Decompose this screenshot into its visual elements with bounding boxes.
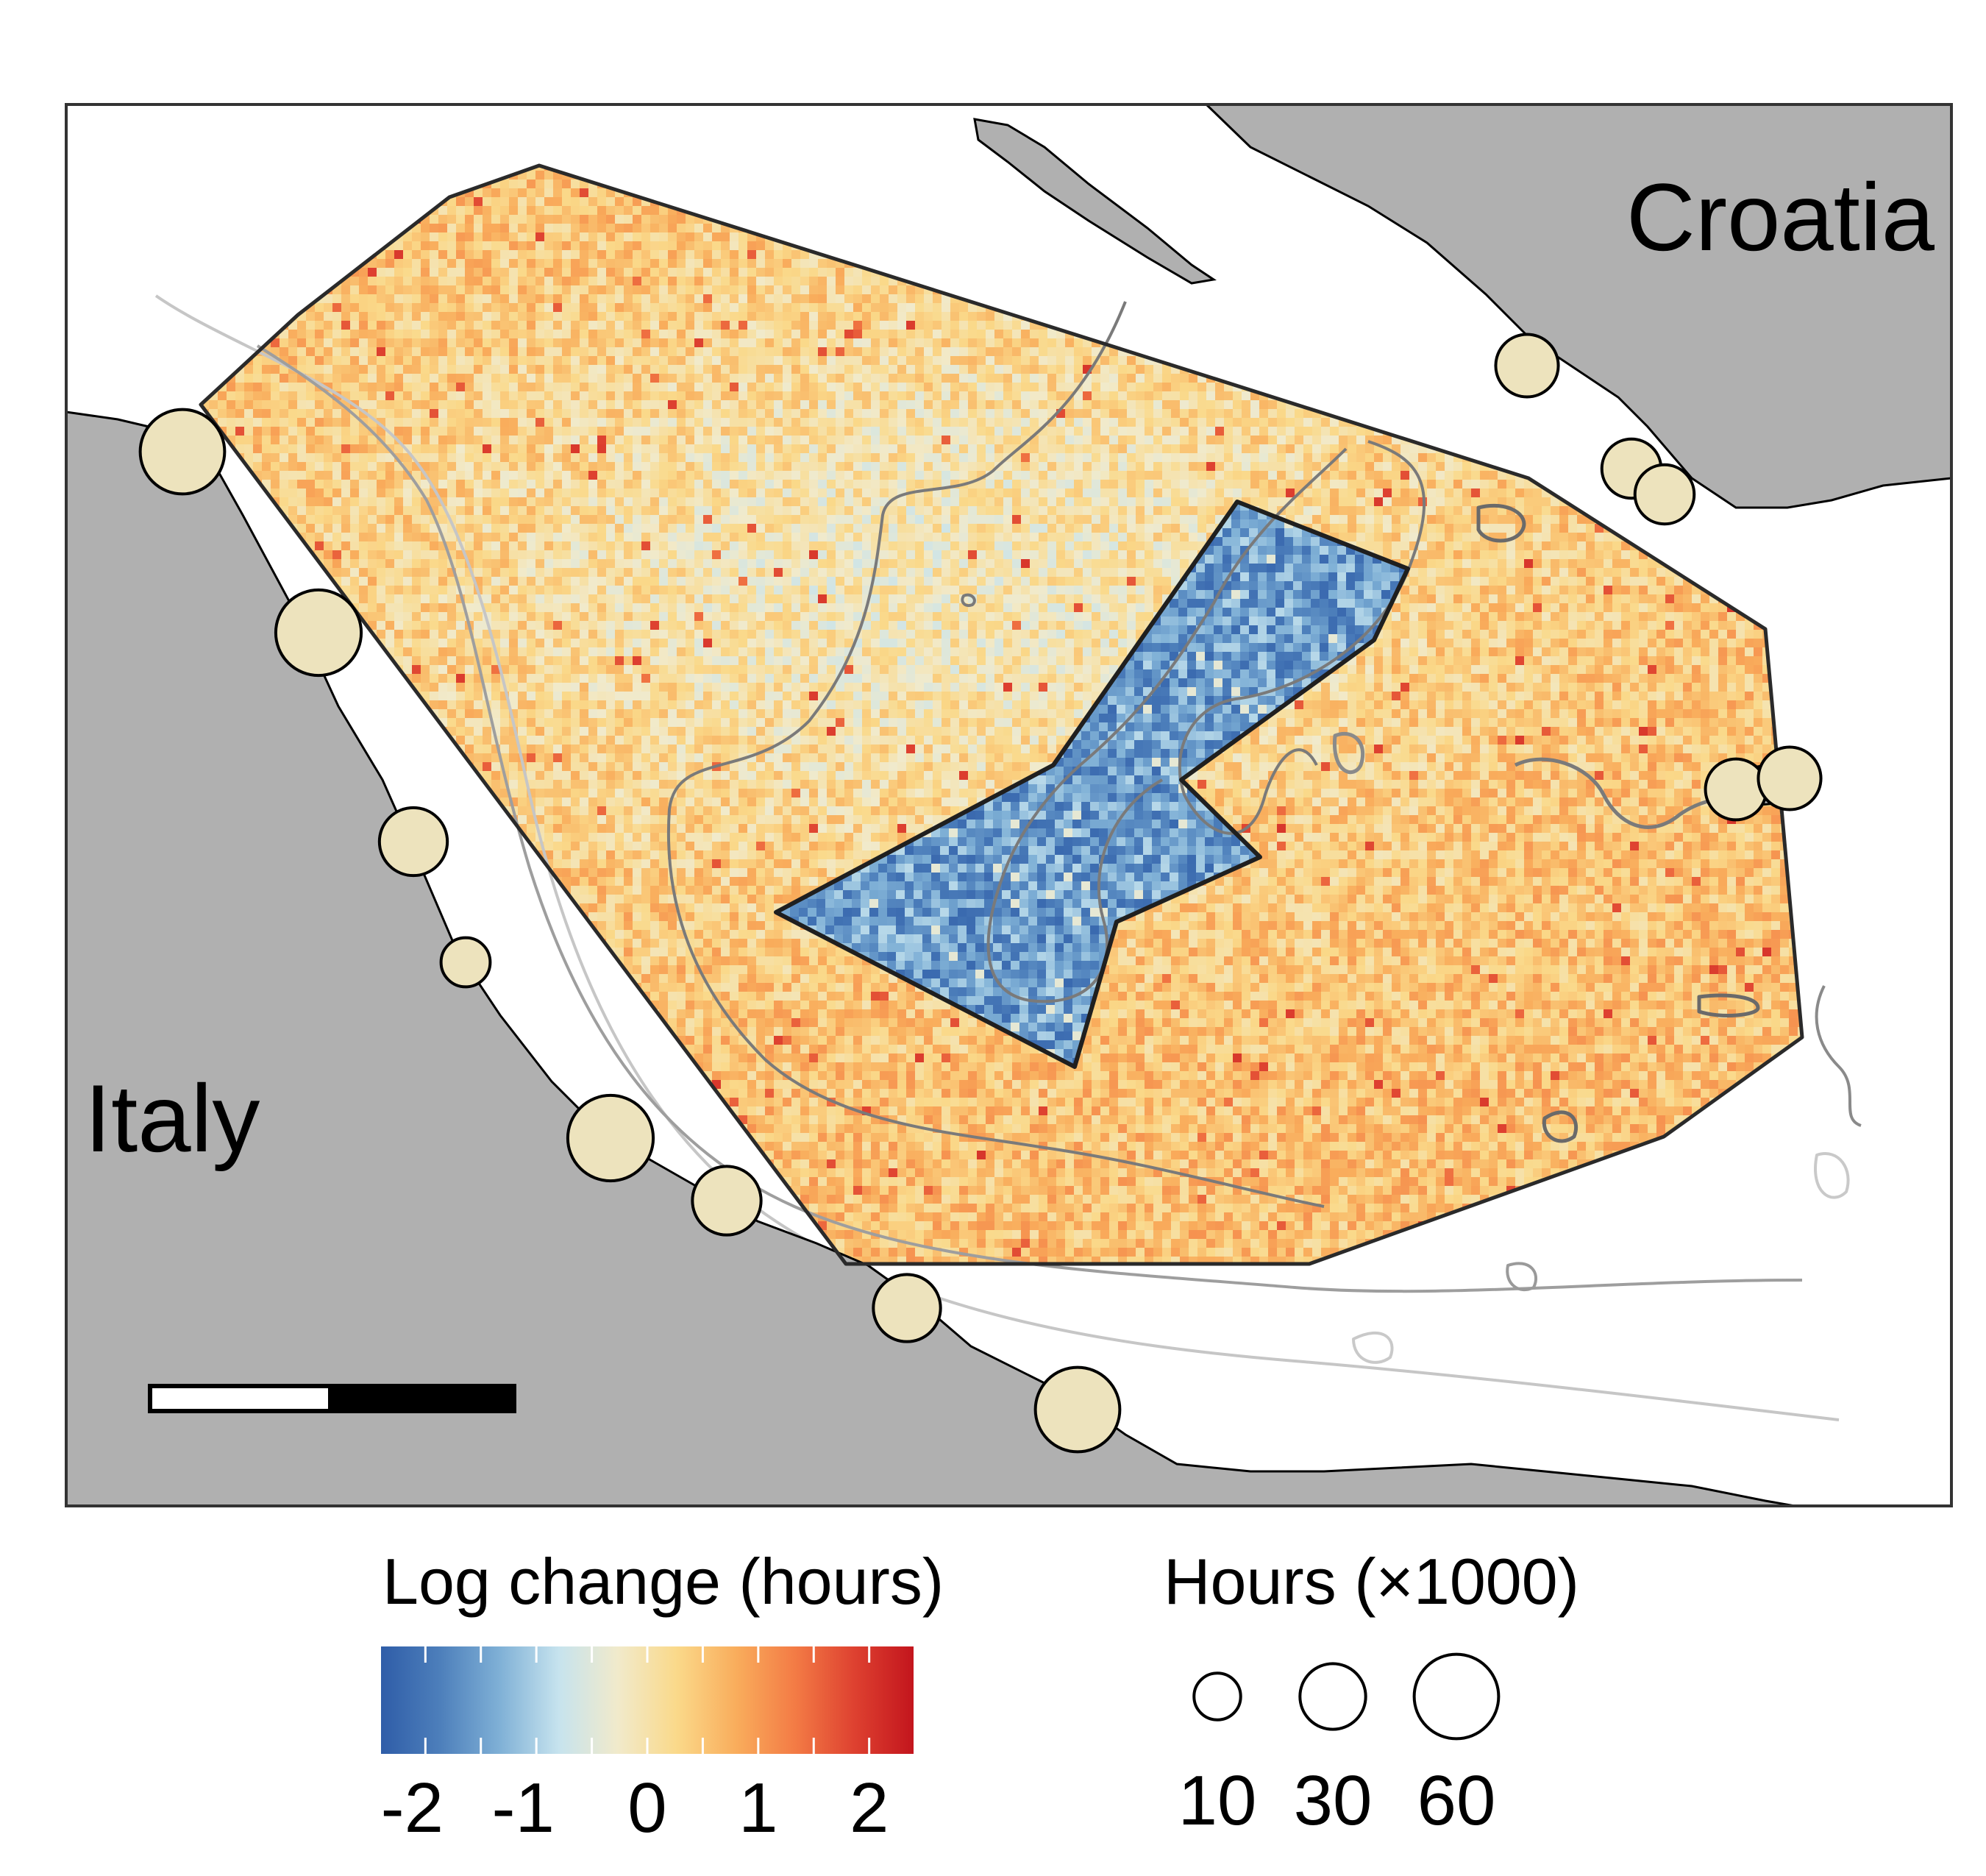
port-south-2 bbox=[691, 1165, 763, 1237]
color-legend-bar bbox=[381, 1646, 914, 1754]
port-north-4 bbox=[1704, 757, 1768, 822]
port-west-4 bbox=[439, 936, 492, 989]
contour-pit-3 bbox=[1697, 993, 1760, 1017]
label-croatia: Croatia bbox=[1626, 163, 1935, 271]
color-legend-tick-label-4: 2 bbox=[850, 1769, 889, 1847]
size-legend-items: 10 30 60 bbox=[1178, 1652, 1501, 1840]
bathymetry-contours bbox=[154, 294, 1862, 1421]
color-legend-tick-label-1: -1 bbox=[491, 1769, 554, 1847]
land-croatia bbox=[1204, 104, 1951, 509]
contour-southeast bbox=[1815, 985, 1862, 1127]
size-legend-title: Hours (×1000) bbox=[1164, 1545, 1579, 1618]
label-italy: Italy bbox=[85, 1065, 260, 1172]
ports-layer bbox=[138, 333, 1823, 1454]
contour-east-pit bbox=[1476, 503, 1526, 543]
port-north-3 bbox=[1633, 463, 1696, 526]
size-legend-circle-0 bbox=[1192, 1671, 1242, 1722]
scale-bar-segment-dark bbox=[328, 1384, 516, 1413]
color-legend: Log change (hours) -2 -1 0 1 2 bbox=[381, 1545, 944, 1847]
size-legend-label-0: 10 bbox=[1178, 1761, 1257, 1840]
color-legend-title: Log change (hours) bbox=[382, 1545, 944, 1618]
size-legend-label-2: 60 bbox=[1417, 1761, 1496, 1840]
port-north-1 bbox=[1494, 333, 1560, 399]
map-panel-border bbox=[65, 103, 1953, 1507]
contour-pit-4 bbox=[1542, 1110, 1579, 1143]
size-legend-label-1: 30 bbox=[1294, 1761, 1373, 1840]
contour-pit-5 bbox=[961, 593, 976, 607]
size-legend-circle-1 bbox=[1298, 1662, 1367, 1731]
outer-closure-outline bbox=[199, 163, 1804, 1266]
contour-deep-2 bbox=[986, 447, 1348, 1003]
land-island-long bbox=[973, 118, 1217, 285]
size-legend: Hours (×1000) 10 30 60 bbox=[1164, 1545, 1579, 1840]
color-legend-tick-label-0: -2 bbox=[381, 1769, 444, 1847]
contour-southeast-2 bbox=[1814, 1152, 1850, 1199]
port-south-3 bbox=[872, 1273, 942, 1343]
scale-bar bbox=[148, 1384, 516, 1413]
color-legend-ticks: -2 -1 0 1 2 bbox=[381, 1646, 889, 1847]
port-north-5 bbox=[1757, 745, 1823, 811]
color-legend-tick-label-3: 1 bbox=[738, 1769, 777, 1847]
contour-mid bbox=[256, 344, 1803, 1293]
color-legend-tick-label-2: 0 bbox=[627, 1769, 666, 1847]
port-west-3 bbox=[377, 806, 449, 878]
port-south-4 bbox=[1033, 1365, 1122, 1454]
contour-pit-2 bbox=[1332, 731, 1365, 774]
port-west-1 bbox=[138, 408, 227, 496]
size-legend-circle-2 bbox=[1412, 1652, 1501, 1741]
contour-deep bbox=[667, 301, 1325, 1208]
contour-south-loop-2 bbox=[1506, 1262, 1538, 1292]
port-south-1 bbox=[566, 1093, 655, 1183]
contour-deep-3 bbox=[1178, 440, 1426, 835]
scale-bar-segment-light bbox=[148, 1384, 332, 1413]
inner-closure-outline bbox=[774, 500, 1410, 1069]
contour-south-loop bbox=[1352, 1331, 1394, 1364]
port-west-2 bbox=[274, 588, 363, 678]
